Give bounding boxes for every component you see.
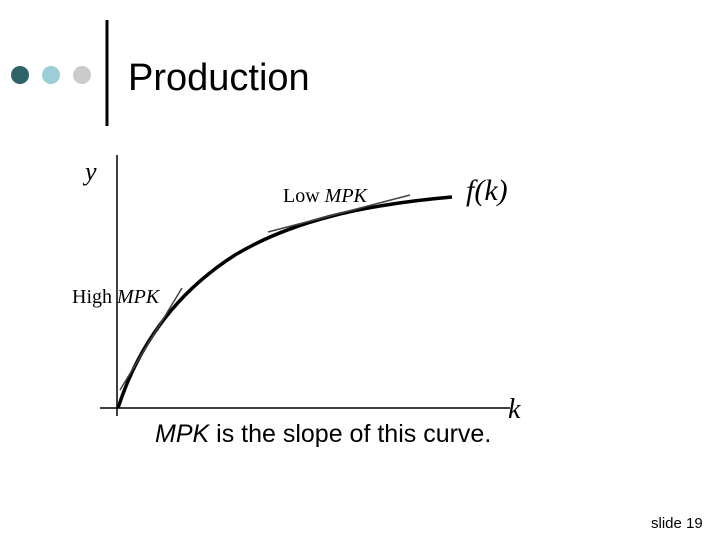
slide-number: slide 19 [651, 515, 703, 532]
slide-title: Production [128, 57, 310, 99]
caption: MPK is the slope of this curve. [155, 420, 491, 448]
caption-rest: is the slope of this curve. [209, 420, 491, 448]
header-dot [73, 66, 91, 84]
header-dot [11, 66, 29, 84]
curve-label: f(k) [466, 174, 508, 207]
header-dot [42, 66, 60, 84]
high-mpk-tangent [119, 287, 183, 391]
label-term: MPK [324, 185, 369, 207]
production-curve [116, 195, 453, 409]
label-prefix: High [72, 286, 112, 308]
label-prefix: Low [283, 185, 320, 207]
label-term: MPK [116, 286, 161, 308]
caption-term: MPK [155, 420, 211, 448]
low-mpk-label: Low MPK [283, 185, 369, 207]
y-axis-label: y [82, 157, 97, 186]
x-axis-label: k [508, 394, 521, 425]
low-mpk-tangent [267, 194, 411, 233]
high-mpk-label: High MPK [72, 286, 161, 308]
